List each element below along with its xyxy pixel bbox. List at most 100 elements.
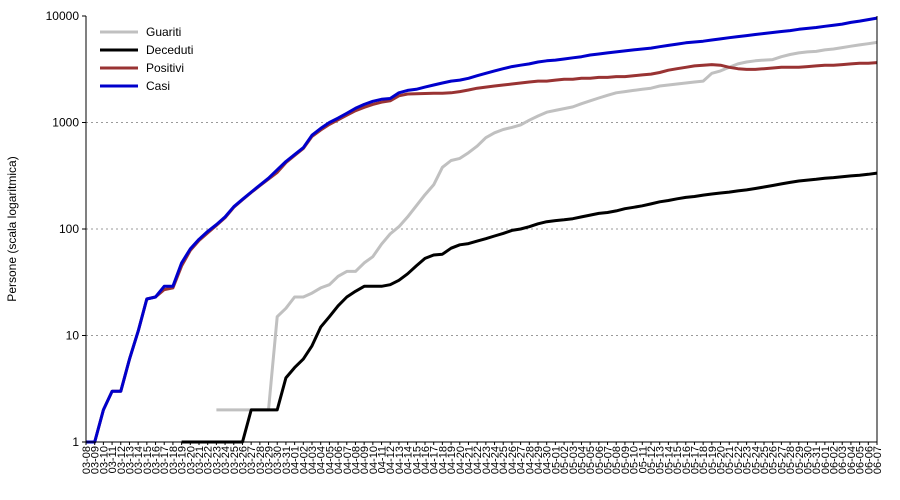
x-tick-label-05-03: 05-03 <box>568 446 580 474</box>
x-tick-label-03-26: 03-26 <box>238 446 250 474</box>
x-tick-label-04-19: 04-19 <box>446 446 458 474</box>
x-tick-label-06-04: 06-04 <box>846 446 858 474</box>
x-tick-label-04-16: 04-16 <box>420 446 432 474</box>
x-tick-label-04-09: 04-09 <box>359 446 371 474</box>
x-tick-label-05-23: 05-23 <box>742 446 754 474</box>
x-tick-label-05-29: 05-29 <box>794 446 806 474</box>
x-tick-label-03-20: 03-20 <box>185 446 197 474</box>
legend-label-casi: Casi <box>146 79 170 93</box>
x-tick-label-03-10: 03-10 <box>98 446 110 474</box>
x-tick-label-06-01: 06-01 <box>820 446 832 474</box>
x-tick-label-04-02: 04-02 <box>298 446 310 474</box>
y-axis-title: Persone (scala logaritmica) <box>5 156 19 301</box>
x-tick-label-03-22: 03-22 <box>203 446 215 474</box>
x-tick-label-03-11: 03-11 <box>107 446 119 473</box>
y-tick-label-1: 1 <box>72 435 79 449</box>
x-tick-label-03-16: 03-16 <box>151 446 163 474</box>
x-tick-label-03-29: 03-29 <box>264 446 276 474</box>
x-tick-label-06-05: 06-05 <box>855 446 867 474</box>
x-tick-label-03-21: 03-21 <box>194 446 206 474</box>
x-tick-label-04-23: 04-23 <box>481 446 493 474</box>
x-tick-label-05-01: 05-01 <box>550 446 562 474</box>
x-tick-label-05-09: 05-09 <box>620 446 632 474</box>
x-tick-label-05-05: 05-05 <box>585 446 597 474</box>
x-tick-label-04-20: 04-20 <box>455 446 467 474</box>
y-tick-label-100: 100 <box>59 222 79 236</box>
x-tick-label-05-30: 05-30 <box>803 446 815 474</box>
x-tick-label-04-21: 04-21 <box>464 446 476 474</box>
x-tick-label-05-18: 05-18 <box>698 446 710 474</box>
x-tick-label-03-25: 03-25 <box>229 446 241 474</box>
x-tick-label-04-05: 04-05 <box>324 446 336 474</box>
x-tick-label-04-29: 04-29 <box>533 446 545 474</box>
x-tick-label-05-16: 05-16 <box>681 446 693 474</box>
x-tick-label-05-27: 05-27 <box>776 446 788 474</box>
x-tick-label-04-14: 04-14 <box>403 446 415 474</box>
legend: Guariti Deceduti Positivi Casi <box>100 25 193 93</box>
x-tick-label-05-24: 05-24 <box>750 446 762 474</box>
x-tick-label-04-15: 04-15 <box>411 446 423 474</box>
y-tick-labels: 1 10 100 1000 10000 <box>46 9 86 449</box>
x-tick-label-05-14: 05-14 <box>663 446 675 474</box>
x-tick-label-05-21: 05-21 <box>724 446 736 474</box>
x-tick-label-03-08: 03-08 <box>81 446 93 474</box>
x-tick-label-03-19: 03-19 <box>177 446 189 474</box>
x-tick-label-04-13: 04-13 <box>394 446 406 474</box>
x-tick-label-03-17: 03-17 <box>159 446 171 474</box>
x-tick-label-06-02: 06-02 <box>829 446 841 474</box>
x-tick-label-05-06: 05-06 <box>594 446 606 474</box>
x-tick-label-03-28: 03-28 <box>255 446 267 474</box>
x-tick-label-05-17: 05-17 <box>690 446 702 474</box>
grid-lines <box>86 122 877 336</box>
x-tick-label-04-07: 04-07 <box>342 446 354 474</box>
x-tick-label-04-10: 04-10 <box>368 446 380 474</box>
x-tick-label-03-18: 03-18 <box>168 446 180 474</box>
x-tick-label-03-23: 03-23 <box>211 446 223 474</box>
legend-label-positivi: Positivi <box>146 61 184 75</box>
x-tick-label-05-19: 05-19 <box>707 446 719 474</box>
legend-label-guariti: Guariti <box>146 25 181 39</box>
x-tick-label-03-14: 03-14 <box>133 446 145 474</box>
x-tick-label-03-31: 03-31 <box>281 446 293 474</box>
x-tick-label-04-08: 04-08 <box>351 446 363 474</box>
x-tick-label-03-30: 03-30 <box>272 446 284 474</box>
x-tick-label-04-06: 04-06 <box>333 446 345 474</box>
x-tick-label-04-24: 04-24 <box>490 446 502 474</box>
x-tick-label-03-12: 03-12 <box>116 446 128 474</box>
x-tick-label-05-11: 05-11 <box>637 446 649 473</box>
x-tick-label-04-01: 04-01 <box>290 446 302 474</box>
x-tick-label-05-31: 05-31 <box>811 446 823 474</box>
legend-label-deceduti: Deceduti <box>146 43 193 57</box>
series-line-guariti <box>216 40 878 412</box>
x-tick-label-04-26: 04-26 <box>507 446 519 474</box>
x-tick-label-04-25: 04-25 <box>498 446 510 474</box>
x-tick-label-03-15: 03-15 <box>142 446 154 474</box>
x-tick-label-05-28: 05-28 <box>785 446 797 474</box>
x-tick-label-04-03: 04-03 <box>307 446 319 474</box>
x-tick-label-03-13: 03-13 <box>125 446 137 474</box>
x-tick-label-05-20: 05-20 <box>716 446 728 474</box>
x-tick-label-04-12: 04-12 <box>385 446 397 474</box>
y-tick-label-10: 10 <box>66 329 80 343</box>
x-tick-label-06-03: 06-03 <box>837 446 849 474</box>
series-line-deceduti <box>181 171 878 444</box>
x-tick-label-05-22: 05-22 <box>733 446 745 474</box>
x-tick-label-04-22: 04-22 <box>472 446 484 474</box>
x-tick-label-05-08: 05-08 <box>611 446 623 474</box>
x-tick-label-05-15: 05-15 <box>672 446 684 474</box>
x-tick-label-06-06: 06-06 <box>863 446 875 474</box>
x-tick-label-03-24: 03-24 <box>220 446 232 474</box>
x-tick-label-05-25: 05-25 <box>759 446 771 474</box>
x-tick-label-04-27: 04-27 <box>516 446 528 474</box>
x-tick-label-05-26: 05-26 <box>768 446 780 474</box>
x-tick-label-05-13: 05-13 <box>655 446 667 474</box>
x-tick-label-04-28: 04-28 <box>524 446 536 474</box>
x-tick-label-06-07: 06-07 <box>872 446 884 474</box>
series-line-positivi <box>86 61 878 444</box>
series-line-casi <box>86 16 878 444</box>
x-tick-labels: 03-0803-0903-1003-1103-1203-1303-1403-15… <box>81 442 884 474</box>
x-tick-label-05-02: 05-02 <box>559 446 571 474</box>
x-tick-label-03-09: 03-09 <box>90 446 102 474</box>
y-tick-label-1000: 1000 <box>52 116 79 130</box>
